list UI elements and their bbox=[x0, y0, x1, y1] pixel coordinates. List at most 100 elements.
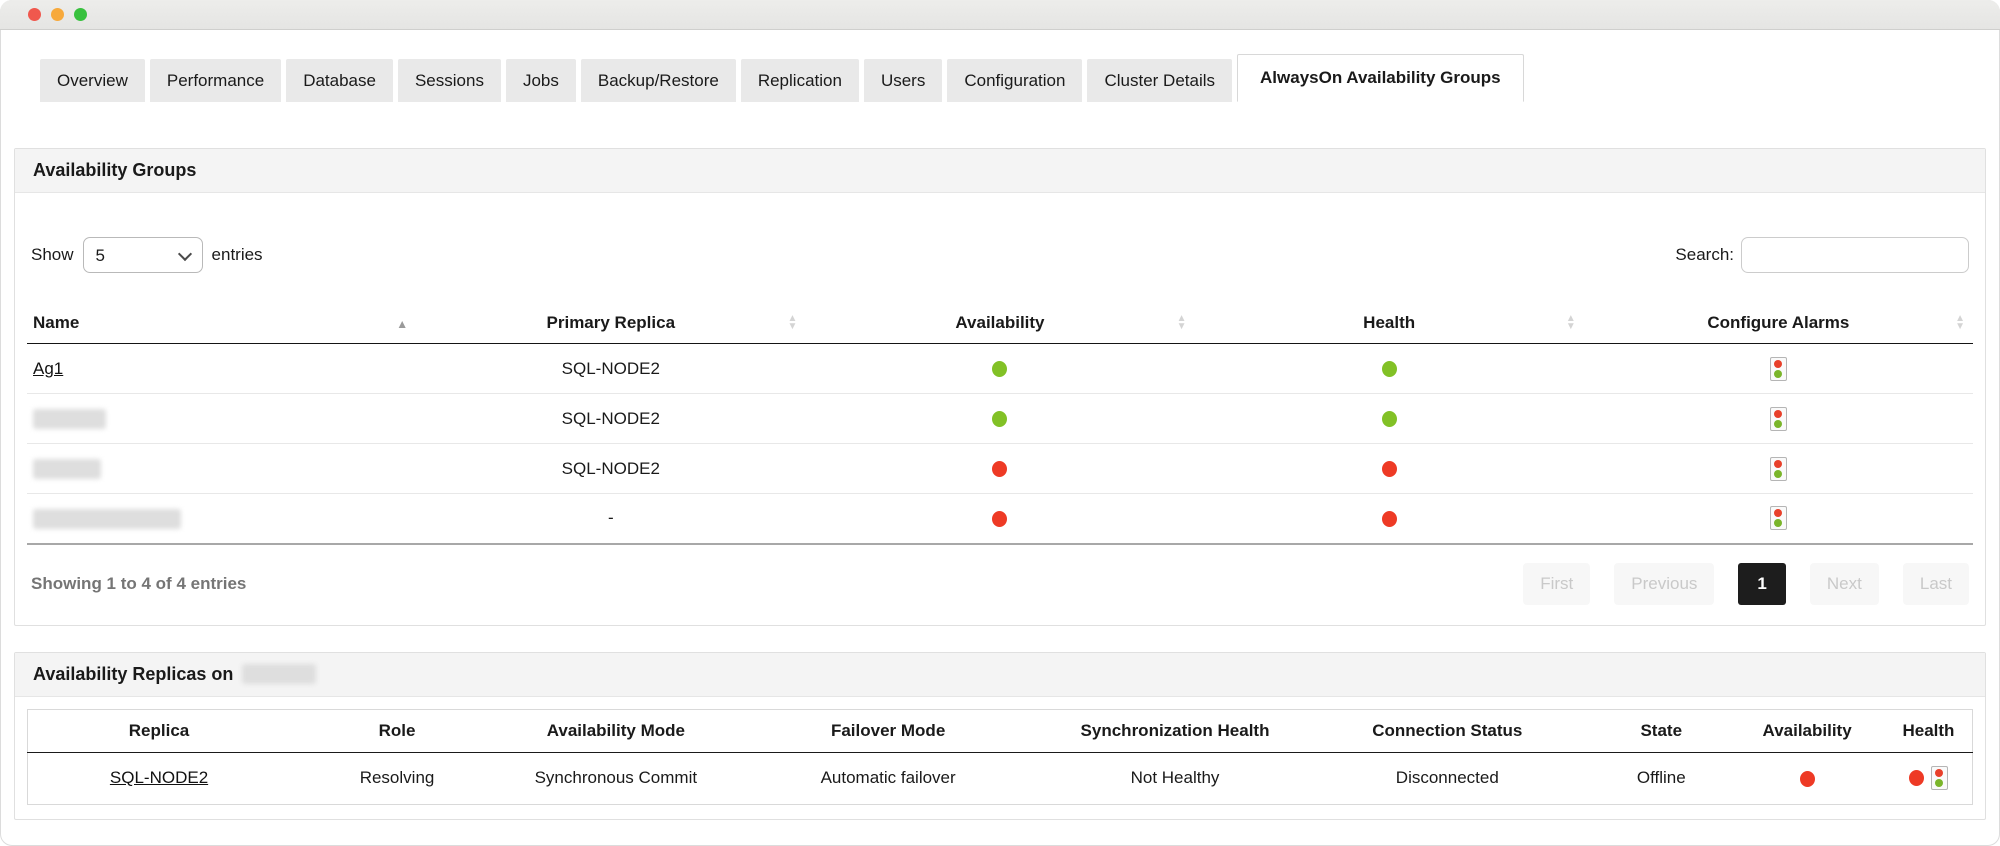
redacted-group-name bbox=[33, 508, 181, 529]
availability-status-dot bbox=[992, 411, 1008, 428]
pagination-last-button[interactable]: Last bbox=[1902, 562, 1969, 605]
primary-replica-cell: SQL-NODE2 bbox=[416, 393, 806, 444]
column-header-replica: Replica bbox=[27, 709, 291, 753]
availability-status-dot bbox=[992, 510, 1008, 527]
table-controls: Show 5 entries Search: bbox=[31, 237, 1969, 273]
sort-icon bbox=[1566, 315, 1576, 331]
main-content: Overview Performance Database Sessions J… bbox=[0, 30, 2000, 820]
tab-sessions[interactable]: Sessions bbox=[397, 59, 501, 102]
availability-replicas-panel: Availability Replicas on Replica Role Av… bbox=[14, 651, 1986, 820]
group-name-link[interactable]: Ag1 bbox=[33, 358, 64, 378]
configure-alarms-icon[interactable] bbox=[1769, 506, 1787, 531]
health-status-dot bbox=[1381, 411, 1397, 428]
availability-groups-panel-header: Availability Groups bbox=[15, 149, 1985, 193]
tab-performance[interactable]: Performance bbox=[149, 59, 282, 102]
tab-configuration[interactable]: Configuration bbox=[947, 59, 1083, 102]
search-input[interactable] bbox=[1741, 237, 1969, 273]
column-header-name[interactable]: Name bbox=[27, 303, 417, 344]
column-header-health[interactable]: Health bbox=[1194, 303, 1584, 344]
page-size-select[interactable]: 5 bbox=[82, 237, 203, 273]
primary-replica-cell: SQL-NODE2 bbox=[416, 443, 806, 494]
show-label: Show bbox=[31, 245, 74, 264]
primary-replica-cell: SQL-NODE2 bbox=[416, 343, 806, 394]
connection-status-cell: Disconnected bbox=[1395, 768, 1499, 787]
role-cell: Resolving bbox=[359, 768, 435, 787]
column-header-health: Health bbox=[1884, 709, 1973, 753]
pagination: First Previous 1 Next Last bbox=[1523, 562, 1969, 605]
table-row: SQL-NODE2 bbox=[27, 393, 1973, 444]
tab-database[interactable]: Database bbox=[286, 59, 393, 102]
redacted-server-name bbox=[242, 664, 317, 684]
redacted-group-name bbox=[33, 408, 106, 429]
configure-alarms-icon[interactable] bbox=[1769, 406, 1787, 431]
column-header-state: State bbox=[1593, 709, 1730, 753]
failover-mode-cell: Automatic failover bbox=[820, 768, 956, 787]
column-header-connection-status: Connection Status bbox=[1301, 709, 1594, 753]
panel-title: Availability Groups bbox=[33, 160, 197, 180]
column-header-synchronization-health: Synchronization Health bbox=[1048, 709, 1302, 753]
health-status-dot bbox=[1908, 769, 1924, 786]
health-status-dot bbox=[1381, 461, 1397, 478]
entries-summary: Showing 1 to 4 of 4 entries bbox=[31, 573, 247, 593]
table-row: SQL-NODE2 bbox=[27, 443, 1973, 494]
configure-alarms-icon[interactable] bbox=[1769, 356, 1787, 381]
sort-ascending-icon bbox=[396, 313, 408, 333]
tab-replication[interactable]: Replication bbox=[740, 59, 859, 102]
pagination-page-1-button[interactable]: 1 bbox=[1738, 562, 1786, 605]
close-window-button[interactable] bbox=[28, 8, 41, 21]
column-header-failover-mode: Failover Mode bbox=[727, 709, 1049, 753]
pagination-next-button[interactable]: Next bbox=[1809, 562, 1879, 605]
synchronization-health-cell: Not Healthy bbox=[1130, 768, 1220, 787]
tab-users[interactable]: Users bbox=[863, 59, 943, 102]
column-header-availability[interactable]: Availability bbox=[805, 303, 1195, 344]
show-entries-control: Show 5 entries bbox=[31, 237, 263, 273]
availability-status-dot bbox=[1799, 770, 1815, 787]
column-header-availability-mode: Availability Mode bbox=[504, 709, 728, 753]
zoom-window-button[interactable] bbox=[74, 8, 87, 21]
configure-alarms-icon[interactable] bbox=[1930, 765, 1948, 790]
availability-replicas-table: Replica Role Availability Mode Failover … bbox=[27, 708, 1973, 805]
redacted-group-name bbox=[33, 458, 101, 479]
tab-overview[interactable]: Overview bbox=[40, 59, 145, 102]
tab-backup-restore[interactable]: Backup/Restore bbox=[580, 59, 736, 102]
search-label: Search: bbox=[1675, 245, 1734, 264]
column-header-role: Role bbox=[290, 709, 504, 753]
tab-jobs[interactable]: Jobs bbox=[505, 59, 576, 102]
tab-bar: Overview Performance Database Sessions J… bbox=[40, 54, 1986, 102]
health-status-dot bbox=[1381, 510, 1397, 527]
panel-title: Availability Replicas on bbox=[33, 663, 234, 684]
replica-link[interactable]: SQL-NODE2 bbox=[109, 768, 209, 787]
table-header-row: Name Primary Replica Availability bbox=[27, 303, 1973, 344]
table-row: SQL-NODE2 Resolving Synchronous Commit A… bbox=[28, 752, 1973, 804]
sort-icon bbox=[1955, 315, 1965, 331]
availability-groups-table: Name Primary Replica Availability bbox=[27, 303, 1973, 545]
availability-groups-panel: Availability Groups Show 5 entries bbox=[14, 148, 1986, 626]
window-titlebar bbox=[0, 0, 2000, 30]
column-header-availability: Availability bbox=[1729, 709, 1885, 753]
primary-replica-cell: - bbox=[416, 493, 806, 545]
column-header-configure-alarms[interactable]: Configure Alarms bbox=[1583, 303, 1973, 344]
search-control: Search: bbox=[1675, 237, 1969, 273]
availability-status-dot bbox=[992, 361, 1008, 378]
availability-mode-cell: Synchronous Commit bbox=[534, 768, 698, 787]
pagination-previous-button[interactable]: Previous bbox=[1614, 562, 1715, 605]
table-footer: Showing 1 to 4 of 4 entries First Previo… bbox=[31, 562, 1969, 605]
health-status-dot bbox=[1381, 361, 1397, 378]
column-header-primary-replica[interactable]: Primary Replica bbox=[416, 303, 806, 344]
tab-cluster-details[interactable]: Cluster Details bbox=[1087, 59, 1233, 102]
state-cell: Offline bbox=[1636, 768, 1686, 787]
sort-icon bbox=[1177, 315, 1187, 331]
minimize-window-button[interactable] bbox=[51, 8, 64, 21]
sort-icon bbox=[787, 315, 797, 331]
entries-label: entries bbox=[211, 245, 263, 264]
table-header-row: Replica Role Availability Mode Failover … bbox=[27, 709, 1973, 753]
availability-replicas-panel-header: Availability Replicas on bbox=[15, 652, 1985, 697]
pagination-first-button[interactable]: First bbox=[1523, 562, 1591, 605]
page-size-select-wrap: 5 bbox=[82, 237, 203, 273]
table-row: Ag1 SQL-NODE2 bbox=[27, 343, 1973, 394]
availability-status-dot bbox=[992, 461, 1008, 478]
configure-alarms-icon[interactable] bbox=[1769, 456, 1787, 481]
table-row: - bbox=[27, 493, 1973, 545]
tab-alwayson-availability-groups[interactable]: AlwaysOn Availability Groups bbox=[1237, 54, 1524, 102]
